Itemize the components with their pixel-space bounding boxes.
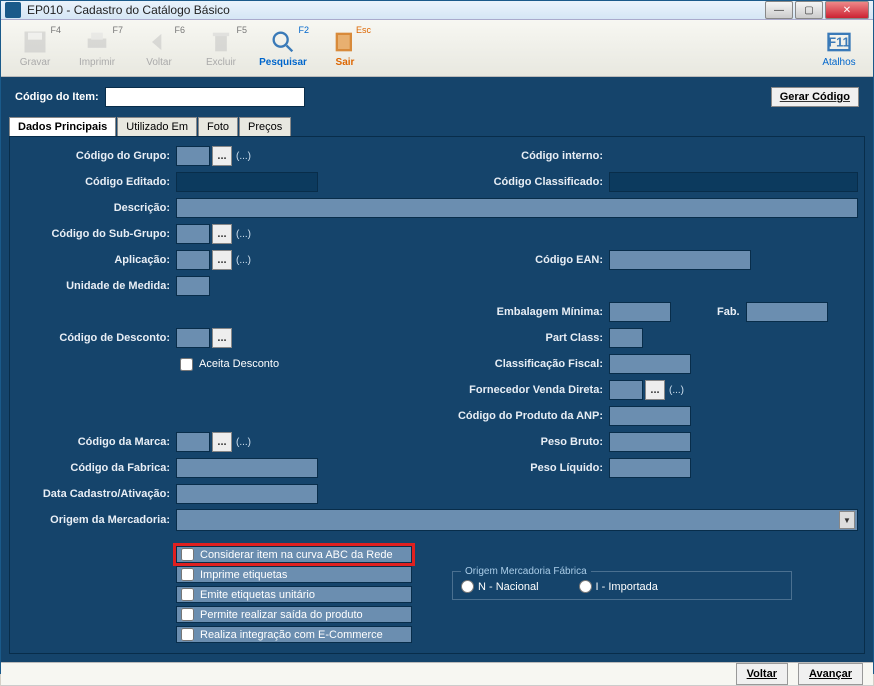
embalagem-minima-input[interactable] <box>609 302 671 322</box>
check-abc[interactable]: Considerar item na curva ABC da Rede <box>176 546 412 563</box>
aplicacao-input[interactable] <box>176 250 210 270</box>
tab-precos[interactable]: Preços <box>239 117 291 136</box>
origem-mercadoria-select[interactable]: ▼ <box>176 509 858 531</box>
codigo-editado-label: Código Editado: <box>16 176 176 188</box>
sair-button[interactable]: Esc Sair <box>315 22 375 74</box>
codigo-fabrica-input[interactable] <box>176 458 318 478</box>
content-area: Código do Item: Gerar Código Dados Princ… <box>1 77 873 662</box>
voltar-button[interactable]: F6 Voltar <box>129 22 189 74</box>
app-icon <box>5 2 21 18</box>
window-title: EP010 - Cadastro do Catálogo Básico <box>27 3 765 17</box>
peso-bruto-label: Peso Bruto: <box>449 436 609 448</box>
form-panel: Código do Grupo: ... (...) Código intern… <box>9 136 865 654</box>
embalagem-minima-label: Embalagem Mínima: <box>449 306 609 318</box>
check-permite[interactable]: Permite realizar saída do produto <box>176 606 412 623</box>
print-icon <box>83 28 111 56</box>
codigo-desconto-label: Código de Desconto: <box>16 332 176 344</box>
tab-foto[interactable]: Foto <box>198 117 238 136</box>
codigo-item-input[interactable] <box>105 87 305 107</box>
codigo-interno-label: Código interno: <box>449 150 609 162</box>
codigo-anp-label: Código do Produto da ANP: <box>449 410 609 422</box>
fab-input[interactable] <box>746 302 828 322</box>
codigo-grupo-lookup[interactable]: ... <box>212 146 232 166</box>
titlebar: EP010 - Cadastro do Catálogo Básico — ▢ … <box>1 1 873 20</box>
codigo-subgrupo-label: Código do Sub-Grupo: <box>16 228 176 240</box>
radio-importada[interactable]: I - Importada <box>579 580 658 593</box>
peso-liquido-input[interactable] <box>609 458 691 478</box>
descricao-label: Descrição: <box>16 202 176 214</box>
codigo-classificado-label: Código Classificado: <box>449 176 609 188</box>
unidade-medida-input[interactable] <box>176 276 210 296</box>
unidade-medida-label: Unidade de Medida: <box>16 280 176 292</box>
check-imprime[interactable]: Imprime etiquetas <box>176 566 412 583</box>
fornecedor-venda-label: Fornecedor Venda Direta: <box>449 384 609 396</box>
codigo-desconto-lookup[interactable]: ... <box>212 328 232 348</box>
codigo-ean-input[interactable] <box>609 250 751 270</box>
data-cadastro-label: Data Cadastro/Ativação: <box>16 488 176 500</box>
radio-nacional[interactable]: N - Nacional <box>461 580 539 593</box>
save-icon <box>21 28 49 56</box>
fornecedor-venda-input[interactable] <box>609 380 643 400</box>
descricao-input[interactable] <box>176 198 858 218</box>
check-emite[interactable]: Emite etiquetas unitário <box>176 586 412 603</box>
toolbar: F4 Gravar F7 Imprimir F6 Voltar F5 Exclu… <box>1 20 873 77</box>
tab-dados-principais[interactable]: Dados Principais <box>9 117 116 136</box>
svg-text:F11: F11 <box>828 35 849 50</box>
codigo-grupo-label: Código do Grupo: <box>16 150 176 162</box>
codigo-desconto-input[interactable] <box>176 328 210 348</box>
codigo-ean-label: Código EAN: <box>449 254 609 266</box>
back-icon <box>145 28 173 56</box>
part-class-input[interactable] <box>609 328 643 348</box>
aplicacao-label: Aplicação: <box>16 254 176 266</box>
pesquisar-button[interactable]: F2 Pesquisar <box>253 22 313 74</box>
delete-icon <box>207 28 235 56</box>
exit-icon <box>331 28 359 56</box>
peso-liquido-label: Peso Líquido: <box>449 462 609 474</box>
origem-fabrica-group: Origem Mercadoria Fábrica N - Nacional I… <box>452 571 792 600</box>
codigo-subgrupo-lookup[interactable]: ... <box>212 224 232 244</box>
peso-bruto-input[interactable] <box>609 432 691 452</box>
window-frame: EP010 - Cadastro do Catálogo Básico — ▢ … <box>0 0 874 674</box>
voltar-nav-button[interactable]: Voltar <box>736 663 788 685</box>
codigo-marca-label: Código da Marca: <box>16 436 176 448</box>
origem-fabrica-legend: Origem Mercadoria Fábrica <box>461 566 591 577</box>
codigo-grupo-hint: (...) <box>236 151 251 162</box>
codigo-subgrupo-input[interactable] <box>176 224 210 244</box>
aceita-desconto-check[interactable]: Aceita Desconto <box>176 357 283 372</box>
check-ecom[interactable]: Realiza integração com E-Commerce <box>176 626 412 643</box>
avancar-nav-button[interactable]: Avançar <box>798 663 863 685</box>
close-button[interactable]: ✕ <box>825 1 869 19</box>
shortcuts-icon: F11 <box>825 28 853 56</box>
search-icon <box>269 28 297 56</box>
data-cadastro-input[interactable] <box>176 484 318 504</box>
aplicacao-lookup[interactable]: ... <box>212 250 232 270</box>
classificacao-fiscal-input[interactable] <box>609 354 691 374</box>
tabs: Dados Principais Utilizado Em Foto Preço… <box>9 117 865 136</box>
gravar-button[interactable]: F4 Gravar <box>5 22 65 74</box>
codigo-marca-lookup[interactable]: ... <box>212 432 232 452</box>
codigo-classificado-input[interactable] <box>609 172 858 192</box>
chevron-down-icon: ▼ <box>839 511 855 529</box>
codigo-marca-input[interactable] <box>176 432 210 452</box>
codigo-grupo-input[interactable] <box>176 146 210 166</box>
origem-mercadoria-label: Origem da Mercadoria: <box>16 514 176 526</box>
excluir-button[interactable]: F5 Excluir <box>191 22 251 74</box>
codigo-anp-input[interactable] <box>609 406 691 426</box>
fab-label: Fab. <box>711 306 746 318</box>
maximize-button[interactable]: ▢ <box>795 1 823 19</box>
codigo-item-label: Código do Item: <box>15 91 99 103</box>
imprimir-button[interactable]: F7 Imprimir <box>67 22 127 74</box>
tab-utilizado-em[interactable]: Utilizado Em <box>117 117 197 136</box>
codigo-editado-input[interactable] <box>176 172 318 192</box>
minimize-button[interactable]: — <box>765 1 793 19</box>
atalhos-button[interactable]: F11 Atalhos <box>809 22 869 74</box>
classificacao-fiscal-label: Classificação Fiscal: <box>449 358 609 370</box>
gerar-codigo-button[interactable]: Gerar Código <box>771 87 859 107</box>
codigo-fabrica-label: Código da Fabrica: <box>16 462 176 474</box>
fornecedor-venda-lookup[interactable]: ... <box>645 380 665 400</box>
part-class-label: Part Class: <box>449 332 609 344</box>
